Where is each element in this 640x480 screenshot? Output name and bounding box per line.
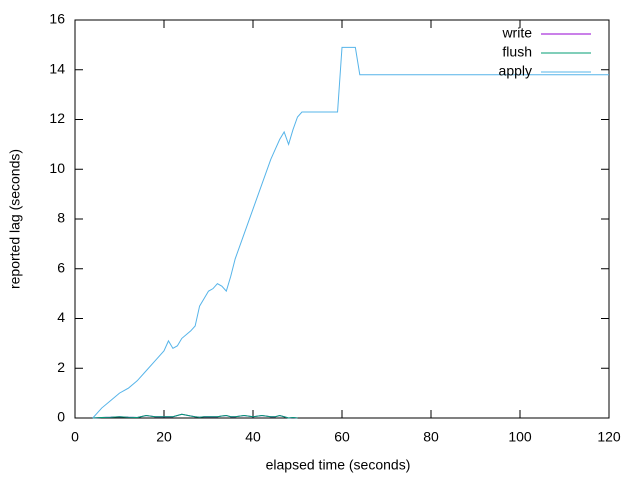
legend-label: write (501, 25, 532, 41)
x-tick-label: 100 (508, 429, 532, 445)
x-tick-label: 40 (245, 429, 261, 445)
data-line (92, 413, 298, 419)
y-tick-label: 12 (49, 110, 65, 126)
x-tick-label: 120 (597, 429, 621, 445)
x-tick-label: 80 (423, 429, 439, 445)
y-tick-label: 16 (49, 11, 65, 27)
x-tick-label: 0 (71, 429, 79, 445)
data-line (92, 46, 609, 419)
y-tick-label: 8 (57, 210, 65, 226)
y-tick-label: 2 (57, 359, 65, 375)
y-tick-label: 4 (57, 309, 65, 325)
y-tick-label: 6 (57, 259, 65, 275)
y-axis-label: reported lag (seconds) (7, 149, 23, 289)
y-tick-label: 10 (49, 160, 65, 176)
legend-label: flush (502, 44, 532, 60)
x-tick-label: 20 (156, 429, 172, 445)
legend-label: apply (499, 63, 532, 79)
plot-frame (74, 19, 610, 419)
y-tick-label: 14 (49, 60, 65, 76)
x-tick-label: 60 (334, 429, 350, 445)
y-tick-label: 0 (57, 409, 65, 425)
x-axis-label: elapsed time (seconds) (266, 457, 411, 473)
